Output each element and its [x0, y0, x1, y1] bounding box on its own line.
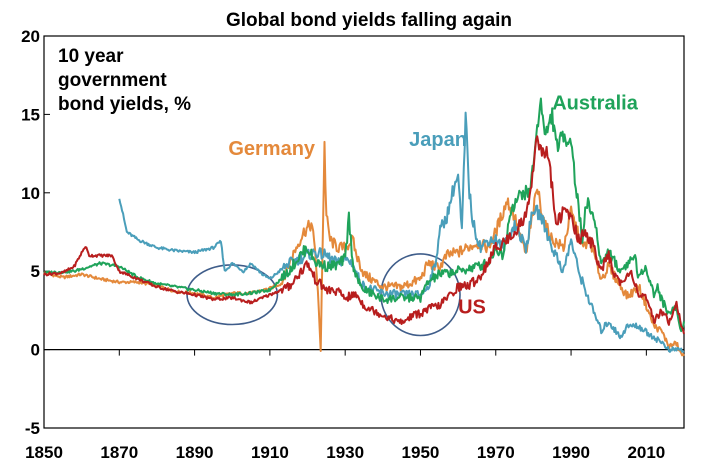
y-tick-label: 10	[21, 184, 40, 203]
annotation-line-1: 10 year	[58, 46, 124, 67]
series-label-us: US	[458, 297, 486, 319]
plot-frame	[43, 35, 685, 429]
series-line-australia	[43, 97, 685, 333]
y-tick-label: 0	[31, 341, 40, 360]
x-tick-label: 1970	[477, 443, 515, 462]
y-tick-label: 15	[21, 105, 40, 124]
chart-title: Global bond yields falling again	[226, 10, 512, 31]
annotation-line-2: government	[58, 70, 167, 91]
y-tick-label: 20	[21, 27, 40, 46]
series-label-australia: Australia	[552, 93, 638, 115]
series-label-germany: Germany	[228, 138, 316, 160]
x-tick-label: 1990	[552, 443, 590, 462]
series-line-us	[43, 135, 685, 335]
axes: -5 0 5 10 15 20 1850 1870 1890 1910 1930 1950 1970 19…	[21, 27, 685, 462]
chart-annotation: 10 year government bond yields, %	[58, 46, 191, 115]
series-line-japan	[118, 111, 685, 353]
x-tick-label: 2010	[627, 443, 665, 462]
x-tick-label: 1870	[100, 443, 138, 462]
series-lines	[43, 97, 685, 357]
x-tick-label: 1950	[402, 443, 440, 462]
series-line-germany	[43, 140, 685, 357]
x-tick-label: 1930	[326, 443, 364, 462]
x-tick-label: 1850	[25, 443, 63, 462]
x-tick-label: 1910	[251, 443, 289, 462]
y-tick-label: 5	[31, 262, 40, 281]
annotation-line-3: bond yields, %	[58, 94, 191, 115]
series-labels: Germany Japan Australia US	[228, 93, 638, 319]
x-tick-label: 1890	[176, 443, 214, 462]
series-label-japan: Japan	[409, 129, 467, 151]
y-tick-label: -5	[25, 419, 40, 438]
